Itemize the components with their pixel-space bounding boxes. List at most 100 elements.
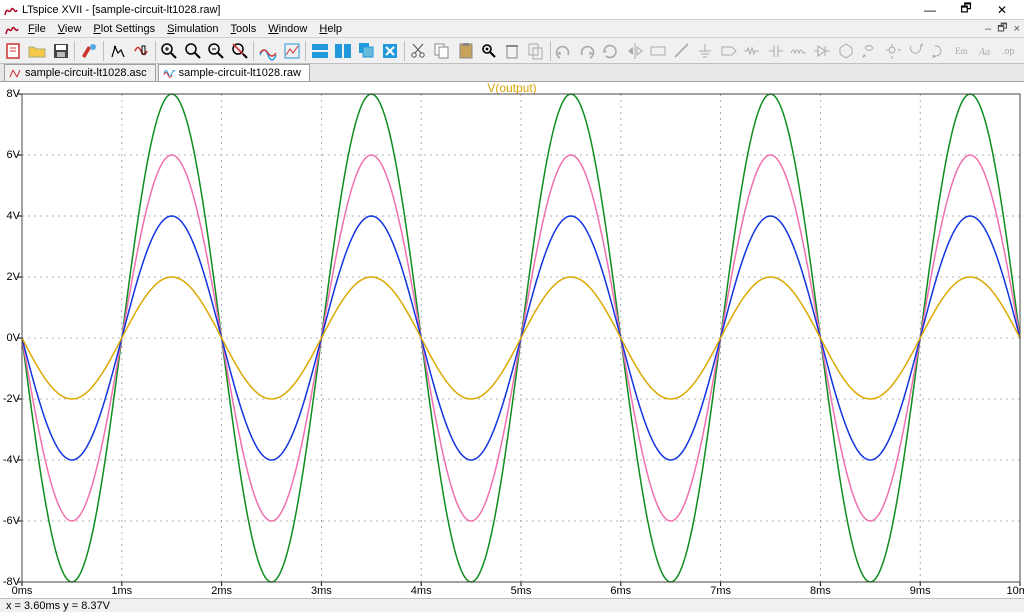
redo-button[interactable] <box>576 40 599 62</box>
x-tick-label: 7ms <box>701 585 741 597</box>
label-button[interactable] <box>717 40 740 62</box>
y-tick-label: 0V <box>0 332 20 344</box>
diode-button[interactable] <box>811 40 834 62</box>
x-tick-label: 10ms <box>1000 585 1024 597</box>
mdi-close-button[interactable]: × <box>1014 23 1020 35</box>
spice-log-button[interactable] <box>928 40 951 62</box>
title-bar: LTspice XVII - [sample-circuit-lt1028.ra… <box>0 0 1024 20</box>
undo-button[interactable] <box>553 40 576 62</box>
paste-button[interactable] <box>454 40 477 62</box>
minimize-button[interactable]: — <box>912 3 948 17</box>
wire-button[interactable] <box>670 40 693 62</box>
delete-button[interactable] <box>501 40 524 62</box>
x-tick-label: 5ms <box>501 585 541 597</box>
menu-window[interactable]: Window <box>262 23 313 35</box>
y-tick-label: -4V <box>0 454 20 466</box>
copy-button[interactable] <box>431 40 454 62</box>
y-tick-label: 4V <box>0 210 20 222</box>
menu-bar: FileViewPlot SettingsSimulationToolsWind… <box>0 20 1024 38</box>
maximize-button[interactable]: 🗗 <box>948 0 984 20</box>
y-tick-label: -6V <box>0 515 20 527</box>
x-tick-label: 1ms <box>102 585 142 597</box>
resistor-button[interactable] <box>740 40 763 62</box>
zoom-fit-button[interactable] <box>228 40 251 62</box>
window-title: LTspice XVII - [sample-circuit-lt1028.ra… <box>22 4 912 16</box>
svg-text:.op: .op <box>1002 46 1015 56</box>
toolbar-separator <box>253 41 254 61</box>
drafting-options-button[interactable] <box>77 40 100 62</box>
mdi-maximize-button[interactable]: 🗗 <box>997 19 1007 38</box>
waveform-plot-area[interactable]: V(output) -8V-6V-4V-2V0V2V4V6V8V 0ms1ms2… <box>0 82 1024 598</box>
autorange-button[interactable] <box>256 40 279 62</box>
x-tick-label: 8ms <box>800 585 840 597</box>
tab-sample-circuit-lt1028-raw[interactable]: sample-circuit-lt1028.raw <box>158 64 310 81</box>
new-schematic-button[interactable] <box>2 40 25 62</box>
toolbar-separator <box>305 41 306 61</box>
cascade-button[interactable] <box>355 40 378 62</box>
capacitor-button[interactable] <box>764 40 787 62</box>
app-icon-small <box>4 21 20 37</box>
status-bar: x = 3.60ms y = 8.37V <box>0 598 1024 612</box>
document-tab-bar: sample-circuit-lt1028.asc sample-circuit-… <box>0 64 1024 82</box>
pick-visible-button[interactable] <box>280 40 303 62</box>
drag-button[interactable] <box>881 40 904 62</box>
menu-plot-settings[interactable]: Plot Settings <box>87 23 161 35</box>
open-button[interactable] <box>25 40 48 62</box>
y-tick-label: 8V <box>0 88 20 100</box>
x-tick-label: 9ms <box>900 585 940 597</box>
close-button[interactable]: ✕ <box>984 3 1020 17</box>
cut-button[interactable] <box>407 40 430 62</box>
toolbar-separator <box>74 41 75 61</box>
menu-tools[interactable]: Tools <box>225 23 263 35</box>
y-tick-label: -2V <box>0 393 20 405</box>
tile-h-button[interactable] <box>308 40 331 62</box>
mdi-minimize-button[interactable]: – <box>985 23 991 35</box>
zoom-out-button[interactable] <box>205 40 228 62</box>
svg-text:Aa: Aa <box>978 47 990 58</box>
text-aa-button[interactable]: Aa <box>975 40 998 62</box>
menu-help[interactable]: Help <box>313 23 348 35</box>
text-op-button[interactable]: Em <box>951 40 974 62</box>
x-tick-label: 3ms <box>301 585 341 597</box>
y-tick-label: 6V <box>0 149 20 161</box>
x-tick-label: 4ms <box>401 585 441 597</box>
x-tick-label: 6ms <box>601 585 641 597</box>
toolbar-separator <box>103 41 104 61</box>
spice-directive-button[interactable] <box>905 40 928 62</box>
toolbar-separator <box>155 41 156 61</box>
move-button[interactable] <box>858 40 881 62</box>
menu-view[interactable]: View <box>52 23 88 35</box>
place-part-button[interactable] <box>647 40 670 62</box>
y-tick-label: 2V <box>0 271 20 283</box>
op-label-button[interactable]: .op <box>998 40 1021 62</box>
run-button[interactable] <box>106 40 129 62</box>
x-tick-label: 0ms <box>2 585 42 597</box>
ground-button[interactable] <box>693 40 716 62</box>
halt-button[interactable] <box>129 40 152 62</box>
tab-label: sample-circuit-lt1028.asc <box>25 67 147 79</box>
svg-text:Em: Em <box>955 46 968 56</box>
schematic-icon <box>9 67 21 79</box>
toolbar: Em Aa .op <box>0 38 1024 64</box>
inductor-button[interactable] <box>787 40 810 62</box>
menu-simulation[interactable]: Simulation <box>161 23 224 35</box>
tab-sample-circuit-lt1028-asc[interactable]: sample-circuit-lt1028.asc <box>4 64 156 81</box>
x-tick-label: 2ms <box>202 585 242 597</box>
save-button[interactable] <box>49 40 72 62</box>
duplicate-button[interactable] <box>524 40 547 62</box>
rotate-button[interactable] <box>600 40 623 62</box>
cursor-readout: x = 3.60ms y = 8.37V <box>6 600 110 612</box>
tile-v-button[interactable] <box>332 40 355 62</box>
waveform-icon <box>163 67 175 79</box>
app-icon <box>4 3 18 17</box>
toolbar-separator <box>404 41 405 61</box>
pan-button[interactable] <box>181 40 204 62</box>
menu-file[interactable]: File <box>22 23 52 35</box>
zoom-in-button[interactable] <box>158 40 181 62</box>
close-all-button[interactable] <box>379 40 402 62</box>
component-button[interactable] <box>834 40 857 62</box>
tab-label: sample-circuit-lt1028.raw <box>179 67 301 79</box>
mirror-button[interactable] <box>623 40 646 62</box>
waveform-plot-svg <box>0 82 1024 598</box>
find-button[interactable] <box>477 40 500 62</box>
